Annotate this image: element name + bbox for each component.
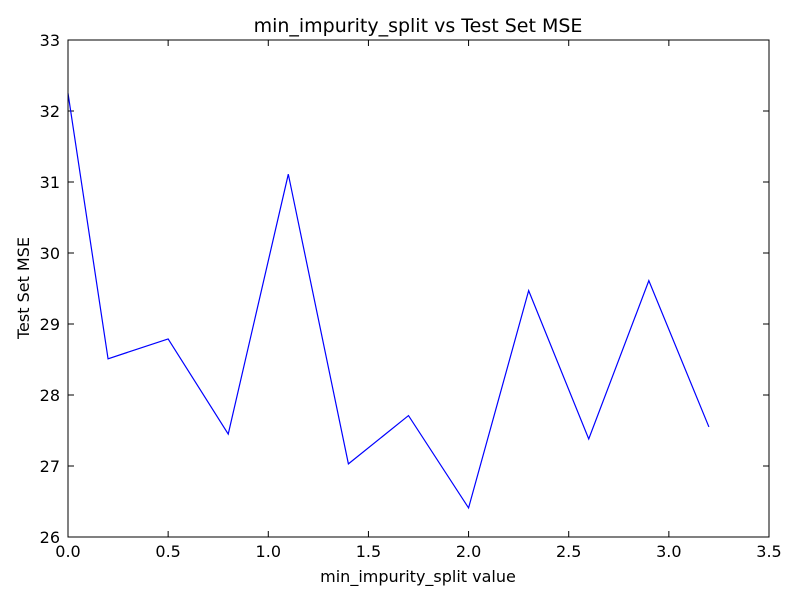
plot-background <box>68 40 769 537</box>
y-tick-label: 33 <box>40 31 60 50</box>
x-tick-label: 3.0 <box>656 542 681 561</box>
x-tick-label: 3.5 <box>756 542 781 561</box>
y-tick-label: 29 <box>40 315 60 334</box>
y-tick-label: 28 <box>40 386 60 405</box>
ticks-layer: 0.0 0.5 1.0 1.5 2.0 2.5 3.0 3.5 26 27 28 29 30 31 32 33 <box>40 31 782 561</box>
y-tick-label: 26 <box>40 528 60 547</box>
x-tick-label: 1.5 <box>356 542 381 561</box>
series-line <box>67 93 710 510</box>
x-tick-label: 2.5 <box>556 542 581 561</box>
x-tick-label: 0.0 <box>55 542 80 561</box>
y-tick-label: 32 <box>40 102 60 121</box>
y-tick-label: 31 <box>40 173 60 192</box>
x-tick-label: 1.0 <box>256 542 281 561</box>
x-tick-label: 2.0 <box>456 542 481 561</box>
y-tick-label: 30 <box>40 244 60 263</box>
chart-title: min_impurity_split vs Test Set MSE <box>254 15 583 37</box>
plot-frame <box>67 39 770 538</box>
y-axis-label: Test Set MSE <box>14 237 33 340</box>
x-axis-label: min_impurity_split value <box>320 567 516 587</box>
y-tick-label: 27 <box>40 457 60 476</box>
x-tick-label: 0.5 <box>155 542 180 561</box>
